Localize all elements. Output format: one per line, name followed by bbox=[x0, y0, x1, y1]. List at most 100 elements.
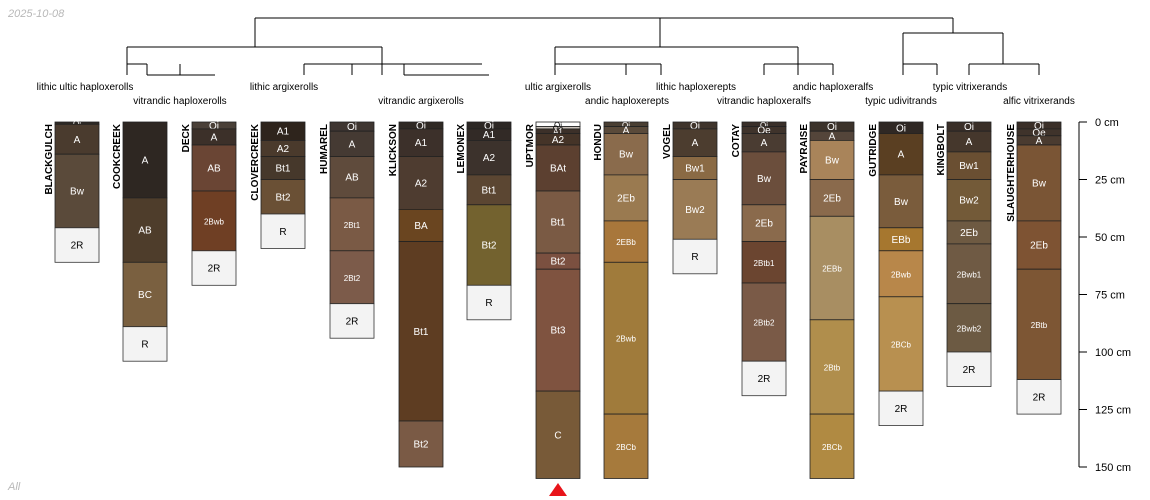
horizon-2bcb bbox=[809, 413, 855, 479]
horizon-label: 2R bbox=[963, 365, 976, 376]
horizon-label: Oi bbox=[209, 121, 219, 132]
horizon-label: Bt2 bbox=[275, 192, 290, 203]
axis-tick-label: 150 cm bbox=[1095, 462, 1131, 474]
horizon-r bbox=[260, 213, 306, 249]
axis-tick-label: 25 cm bbox=[1095, 175, 1125, 187]
horizon-label: A bbox=[623, 126, 630, 137]
horizon-label: 2Btb bbox=[824, 363, 841, 372]
horizon-label: BAt bbox=[550, 164, 566, 175]
horizon-r bbox=[122, 326, 168, 362]
horizon-label: AB bbox=[345, 173, 359, 184]
taxa-label: lithic haploxerepts bbox=[656, 82, 736, 93]
horizon-bt1 bbox=[398, 241, 444, 422]
horizon-label: Bt1 bbox=[413, 327, 428, 338]
horizon-2btb bbox=[809, 319, 855, 415]
horizon-label: 2Btb1 bbox=[754, 259, 775, 268]
horizon-label: A1 bbox=[483, 130, 496, 141]
horizon-bt1 bbox=[535, 190, 581, 254]
horizon-label: 2Eb bbox=[823, 193, 841, 204]
profile-humarel: Oi A AB 2Bt1 2Bt2 2R HUMAREL bbox=[319, 121, 375, 339]
horizon-label: Bt3 bbox=[550, 326, 565, 337]
horizon-label: Bw1 bbox=[959, 161, 979, 172]
horizon-label: A2 bbox=[483, 153, 496, 164]
profile-hondu: OiA Bw 2Eb 2EBb 2Bwb 2BCb HONDU bbox=[593, 121, 649, 479]
horizon-2btb1 bbox=[741, 241, 787, 284]
profile-gutridge: Oi A Bw EBb 2Bwb 2BCb 2R GUTRIDGE bbox=[868, 121, 924, 427]
date-label: 2025-10-08 bbox=[8, 8, 65, 20]
horizon-label: 2BCb bbox=[822, 443, 843, 452]
horizon-label: A bbox=[349, 139, 356, 150]
taxonomic-dendrogram: lithic ultic haploxerolls vitrandic hapl… bbox=[37, 17, 1075, 107]
taxa-label: lithic ultic haploxerolls bbox=[37, 82, 134, 93]
horizon-label: 2R bbox=[758, 374, 771, 385]
profile-deck: OiA AB 2Bwb 2R DECK bbox=[181, 121, 237, 286]
profile-name: CLOVERCREEK bbox=[250, 123, 261, 200]
horizon-label: Bt1 bbox=[275, 164, 290, 175]
horizon-label: 2Btb2 bbox=[754, 319, 775, 328]
profile-name: HUMAREL bbox=[319, 124, 330, 174]
horizon-bt2 bbox=[466, 204, 512, 286]
footer-label: All bbox=[8, 481, 21, 493]
horizon-label: 2Bt2 bbox=[344, 274, 361, 283]
horizon-bw2 bbox=[946, 179, 992, 222]
horizon-a2 bbox=[398, 156, 444, 210]
taxa-label: typic vitrixerands bbox=[933, 82, 1007, 93]
profile-name: DECK bbox=[181, 123, 192, 152]
horizon-bw2 bbox=[672, 179, 718, 240]
profile-name: KINGBOLT bbox=[936, 124, 947, 175]
profile-name: UPTMOR bbox=[525, 123, 536, 167]
horizon-label: 2Eb bbox=[755, 219, 773, 230]
horizon-c bbox=[535, 390, 581, 479]
horizon-2bwb2 bbox=[946, 303, 992, 353]
horizon-label: 2Bwb bbox=[204, 217, 225, 226]
horizon-bt2 bbox=[398, 420, 444, 468]
profile-name: PAYRAISE bbox=[799, 124, 810, 174]
profile-uptmor: OiOeA1A2BAtBt1Bt2Bt3CUPTMOR bbox=[525, 121, 581, 479]
horizon-bw bbox=[1016, 144, 1062, 222]
horizon-2btb bbox=[1016, 268, 1062, 381]
horizon-bw bbox=[603, 133, 649, 176]
horizon-label: A bbox=[692, 138, 699, 149]
horizon-label: A1 bbox=[415, 138, 428, 149]
profile-blackgulch: OiABw2RBLACKGULCH bbox=[44, 120, 100, 263]
axis-tick-label: 125 cm bbox=[1095, 405, 1131, 417]
horizon-label: A2 bbox=[277, 144, 290, 155]
horizon-label: 2Eb bbox=[617, 193, 635, 204]
soil-profiles: OiABw2RBLACKGULCHAABBCRCOOKCREEKOiAAB2Bw… bbox=[44, 120, 1062, 479]
horizon-bc bbox=[122, 261, 168, 328]
horizon-label: Oi bbox=[964, 122, 974, 133]
horizon-label: 2R bbox=[1033, 392, 1046, 403]
horizon-label: 2Bwb2 bbox=[957, 324, 982, 333]
profile-klickson: Oi A1 A2 BA Bt1 Bt2 KLICKSON bbox=[388, 121, 444, 468]
profile-clovercreek: A1 A2 Bt1 Bt2 R CLOVERCREEK bbox=[250, 121, 306, 249]
horizon-label: A bbox=[761, 138, 768, 149]
horizon-2eb bbox=[741, 204, 787, 243]
horizon-label: 2R bbox=[895, 404, 908, 415]
horizon-label: Oi bbox=[622, 121, 630, 130]
profile-name: LEMONEX bbox=[456, 124, 467, 174]
horizon-2r bbox=[1016, 379, 1062, 415]
horizon-label: Bw bbox=[825, 155, 840, 166]
horizon-label: Bw bbox=[1032, 178, 1047, 189]
horizon-label: Oe bbox=[1032, 128, 1046, 139]
horizon-label: Oe bbox=[757, 126, 771, 137]
horizon-2r bbox=[54, 227, 100, 263]
horizon-label: A bbox=[74, 135, 81, 146]
horizon-label: Bt1 bbox=[481, 185, 496, 196]
horizon-label: Oi bbox=[827, 122, 837, 133]
horizon-label: Oi bbox=[1034, 121, 1044, 132]
profile-name: COTAY bbox=[731, 124, 742, 158]
horizon-label: 2Bt1 bbox=[344, 221, 361, 230]
horizon-2r bbox=[329, 303, 375, 339]
profile-name: KLICKSON bbox=[388, 124, 399, 176]
horizon-r bbox=[672, 238, 718, 275]
profile-name: GUTRIDGE bbox=[868, 124, 879, 177]
horizon-label: Oi bbox=[896, 123, 906, 134]
horizon-label: Bt2 bbox=[481, 241, 496, 252]
axis-tick-label: 75 cm bbox=[1095, 290, 1125, 302]
profile-payraise: OiA Bw 2Eb 2EBb 2Btb 2BCb PAYRAISE bbox=[799, 121, 855, 479]
horizon-label: BA bbox=[414, 221, 428, 232]
horizon-label: 2EBb bbox=[822, 265, 842, 274]
